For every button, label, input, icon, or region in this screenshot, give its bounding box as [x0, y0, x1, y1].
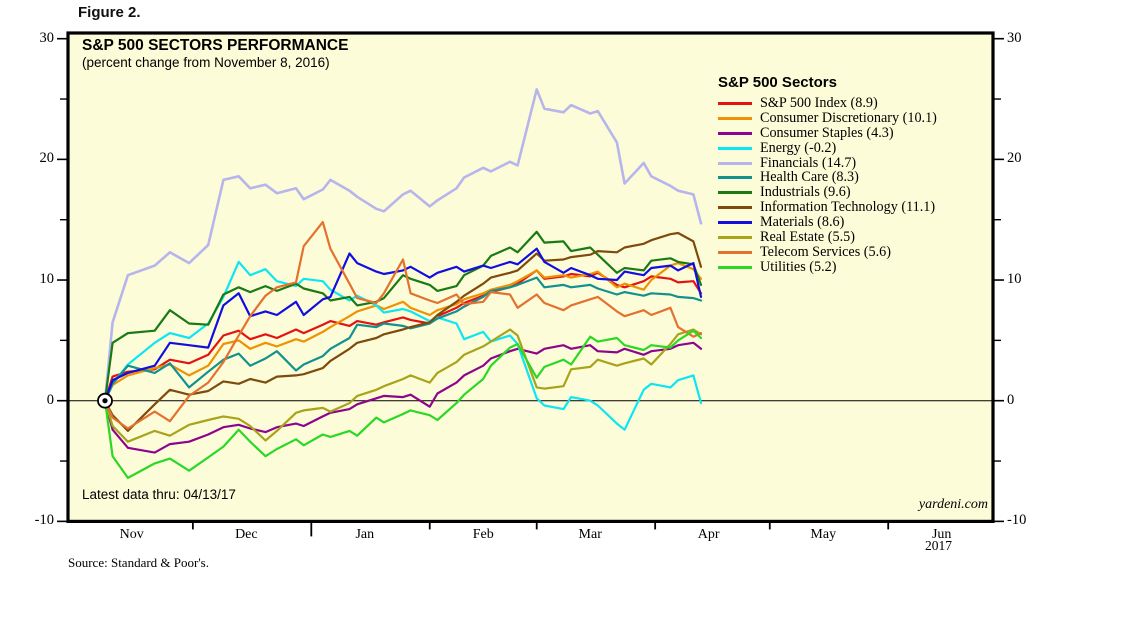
legend-label: Health Care (8.3) — [760, 169, 859, 186]
y-axis-label-left: 20 — [39, 150, 55, 167]
legend-item-consumer-staples: Consumer Staples (4.3) — [718, 124, 937, 141]
series-line-information-technology — [103, 231, 703, 432]
legend-label: Materials (8.6) — [760, 214, 845, 231]
series-line-consumer-staples — [103, 341, 703, 454]
x-axis-month-label: Feb — [472, 527, 494, 542]
x-axis-month-label: May — [810, 527, 837, 542]
x-axis-month-label: Dec — [235, 527, 258, 542]
legend-swatch — [718, 161, 752, 165]
legend-label: Industrials (9.6) — [760, 184, 851, 201]
legend-items: S&P 500 Index (8.9) Consumer Discretionar… — [718, 94, 937, 275]
y-axis-label-right: 30 — [1007, 29, 1022, 46]
legend-item-utilities: Utilities (5.2) — [718, 258, 937, 275]
series-line-utilities — [103, 329, 703, 479]
plot-frame — [66, 31, 995, 523]
legend-item-telecom-services: Telecom Services (5.6) — [718, 243, 937, 260]
legend-swatch — [718, 250, 752, 254]
legend-item-energy: Energy (-0.2) — [718, 139, 937, 156]
x-axis-month-label: Apr — [697, 527, 720, 542]
legend-label: Utilities (5.2) — [760, 258, 837, 275]
x-axis-month-label: Mar — [578, 527, 602, 542]
y-axis-label-right: 20 — [1007, 150, 1022, 167]
legend-swatch — [718, 176, 752, 180]
chart-subtitle: (percent change from November 8, 2016) — [82, 55, 330, 70]
legend-swatch — [718, 101, 752, 105]
legend-label: Consumer Staples (4.3) — [760, 124, 894, 141]
legend-swatch — [718, 116, 752, 120]
y-axis-label-left: 10 — [39, 271, 55, 288]
watermark: yardeni.com — [918, 497, 988, 512]
legend-label: Telecom Services (5.6) — [760, 243, 891, 260]
series-line-materials — [103, 247, 703, 402]
legend-swatch — [718, 235, 752, 239]
legend-label: S&P 500 Index (8.9) — [760, 94, 878, 111]
legend-swatch — [718, 191, 752, 195]
figure-label: Figure 2. — [78, 4, 141, 21]
legend-label: Real Estate (5.5) — [760, 228, 855, 245]
x-axis-month-label: Jun — [931, 527, 952, 542]
legend-item-real-estate: Real Estate (5.5) — [718, 228, 937, 245]
series-line-s-p-500-index — [103, 269, 703, 402]
legend-label: Financials (14.7) — [760, 154, 857, 171]
legend-item-financials: Financials (14.7) — [718, 154, 937, 171]
y-axis-label-left: 30 — [39, 29, 55, 46]
legend-item-materials: Materials (8.6) — [718, 214, 937, 231]
legend-item-consumer-discretionary: Consumer Discretionary (10.1) — [718, 109, 937, 126]
latest-data-annotation: Latest data thru: 04/13/17 — [82, 487, 236, 502]
legend-label: Consumer Discretionary (10.1) — [760, 109, 937, 126]
y-axis-label-left: -10 — [34, 512, 54, 529]
legend-label: Energy (-0.2) — [760, 139, 837, 156]
series-line-consumer-discretionary — [103, 262, 703, 402]
series-line-industrials — [103, 230, 703, 402]
legend-swatch — [718, 146, 752, 150]
legend-swatch — [718, 265, 752, 269]
x-axis-month-label: Jan — [355, 527, 375, 542]
y-axis-label-right: 10 — [1007, 271, 1022, 288]
legend-swatch — [718, 221, 752, 225]
series-line-telecom-services — [103, 221, 703, 430]
source-note: Source: Standard & Poor's. — [68, 555, 209, 570]
y-axis-label-right: 0 — [1007, 391, 1015, 408]
origin-marker-dot — [102, 398, 108, 404]
x-axis-year-label: 2017 — [925, 538, 952, 553]
series-line-energy — [103, 260, 703, 431]
legend: S&P 500 Sectors S&P 500 Index (8.9) Consu… — [718, 74, 937, 275]
legend-title: S&P 500 Sectors — [718, 74, 837, 91]
series-line-real-estate — [103, 328, 703, 443]
y-axis-label-left: 0 — [46, 391, 54, 408]
legend-swatch — [718, 206, 752, 210]
legend-swatch — [718, 131, 752, 135]
legend-item-health-care: Health Care (8.3) — [718, 169, 937, 186]
series-line-financials — [103, 88, 703, 403]
legend-item-s-p-500-index: S&P 500 Index (8.9) — [718, 94, 937, 111]
legend-label: Information Technology (11.1) — [760, 199, 936, 216]
x-axis-month-label: Nov — [119, 527, 144, 542]
legend-item-industrials: Industrials (9.6) — [718, 184, 937, 201]
chart-title: S&P 500 SECTORS PERFORMANCE — [82, 37, 349, 54]
legend-item-information-technology: Information Technology (11.1) — [718, 199, 937, 216]
y-axis-label-right: -10 — [1007, 512, 1027, 529]
